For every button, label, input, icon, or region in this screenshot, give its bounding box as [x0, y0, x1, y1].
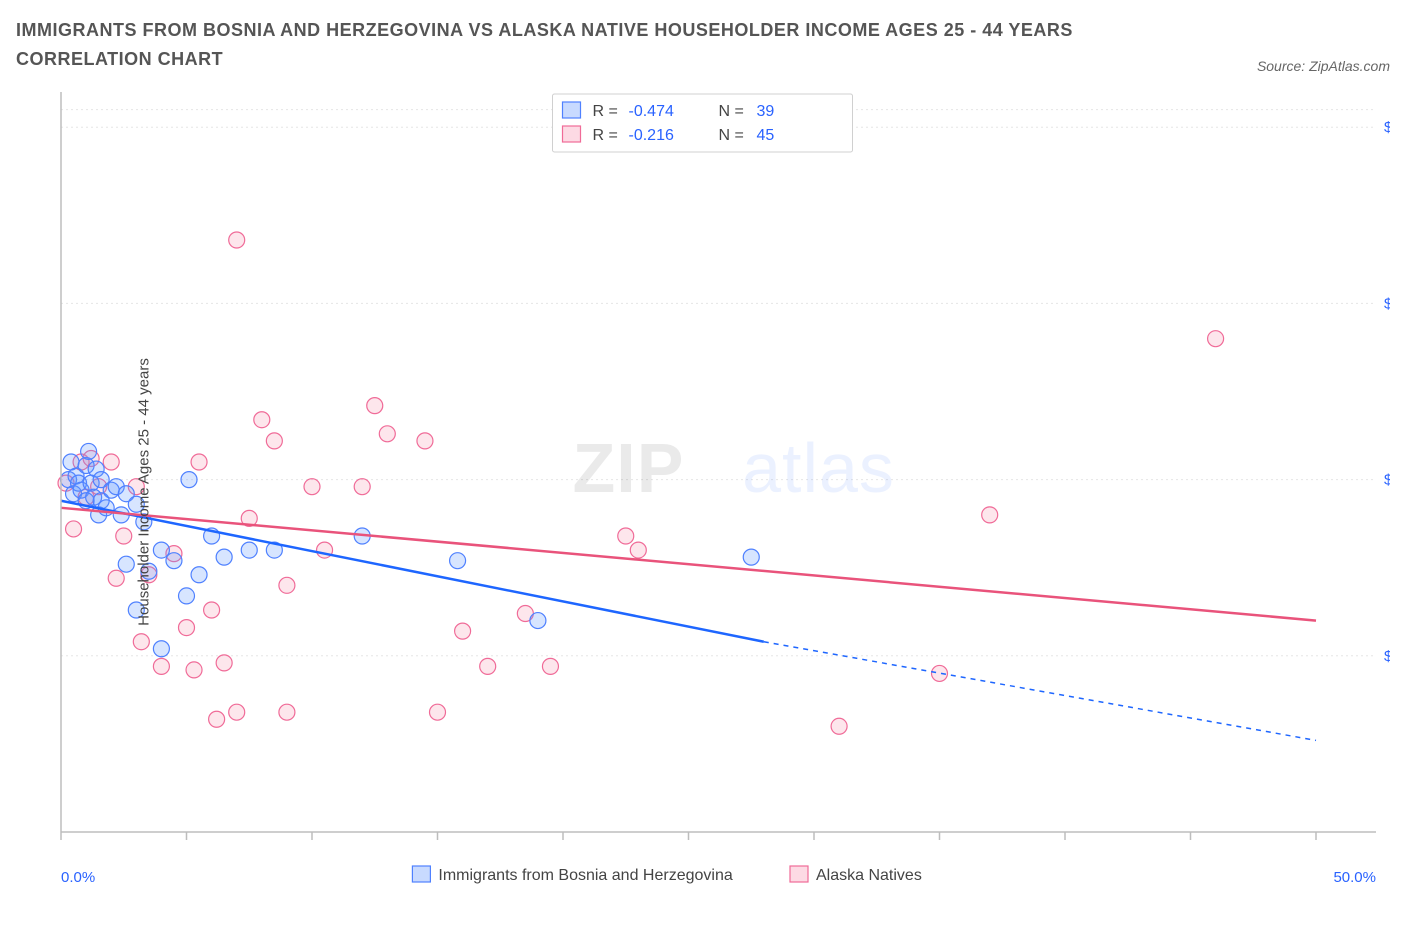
- legend-series-label: Immigrants from Bosnia and Herzegovina: [438, 867, 732, 884]
- trend-line-pink: [61, 507, 1316, 620]
- watermark: ZIP: [573, 429, 685, 507]
- data-point: [279, 577, 295, 593]
- data-point: [81, 443, 97, 459]
- data-point: [118, 556, 134, 572]
- data-point: [982, 506, 998, 522]
- data-point: [241, 542, 257, 558]
- y-tick-label: $50,000: [1384, 647, 1390, 664]
- legend-n-value: 39: [757, 103, 775, 120]
- data-point: [66, 521, 82, 537]
- data-point: [179, 587, 195, 603]
- data-point: [417, 432, 433, 448]
- data-point: [450, 552, 466, 568]
- data-point: [186, 661, 202, 677]
- data-point: [1208, 330, 1224, 346]
- y-tick-label: $150,000: [1384, 295, 1390, 312]
- legend-series-label: Alaska Natives: [816, 867, 922, 884]
- data-point: [630, 542, 646, 558]
- data-point: [530, 612, 546, 628]
- legend-r-label: R =: [593, 127, 618, 144]
- source-label: Source: ZipAtlas.com: [1257, 58, 1390, 74]
- data-point: [153, 640, 169, 656]
- scatter-chart: $50,000 $100,000 $150,000 $200,000 ZIP atlas 0…: [16, 82, 1390, 902]
- legend-swatch: [563, 102, 581, 118]
- y-tick-label: $100,000: [1384, 471, 1390, 488]
- data-point: [181, 471, 197, 487]
- data-point: [379, 425, 395, 441]
- legend-r-value: -0.216: [629, 127, 674, 144]
- data-point: [354, 478, 370, 494]
- data-point: [229, 704, 245, 720]
- data-point: [304, 478, 320, 494]
- data-point: [254, 411, 270, 427]
- data-point: [367, 397, 383, 413]
- legend-r-label: R =: [593, 103, 618, 120]
- watermark: atlas: [742, 429, 895, 507]
- legend-swatch: [412, 866, 430, 882]
- data-point: [153, 658, 169, 674]
- data-point: [743, 549, 759, 565]
- data-point: [209, 711, 225, 727]
- data-point: [133, 633, 149, 649]
- x-tick-label: 50.0%: [1333, 869, 1376, 886]
- data-point: [108, 570, 124, 586]
- data-point: [216, 654, 232, 670]
- data-point: [455, 623, 471, 639]
- data-point: [279, 704, 295, 720]
- trend-line-blue: [61, 500, 764, 641]
- data-point: [191, 454, 207, 470]
- legend-swatch: [563, 126, 581, 142]
- data-point: [430, 704, 446, 720]
- data-point: [229, 232, 245, 248]
- data-point: [179, 619, 195, 635]
- legend-n-label: N =: [719, 103, 744, 120]
- y-tick-label: $200,000: [1384, 119, 1390, 136]
- data-point: [831, 718, 847, 734]
- y-axis-label: Householder Income Ages 25 - 44 years: [135, 358, 152, 626]
- data-point: [618, 528, 634, 544]
- x-tick-label: 0.0%: [61, 869, 95, 886]
- data-point: [103, 454, 119, 470]
- legend-swatch: [790, 866, 808, 882]
- data-point: [166, 552, 182, 568]
- data-point: [542, 658, 558, 674]
- data-point: [116, 528, 132, 544]
- data-point: [191, 566, 207, 582]
- chart-title: IMMIGRANTS FROM BOSNIA AND HERZEGOVINA V…: [16, 16, 1166, 74]
- data-point: [480, 658, 496, 674]
- data-point: [266, 432, 282, 448]
- chart-container: Householder Income Ages 25 - 44 years $5…: [16, 82, 1390, 902]
- data-point: [216, 549, 232, 565]
- data-point: [204, 602, 220, 618]
- legend-r-value: -0.474: [629, 103, 674, 120]
- legend-n-value: 45: [757, 127, 775, 144]
- legend-n-label: N =: [719, 127, 744, 144]
